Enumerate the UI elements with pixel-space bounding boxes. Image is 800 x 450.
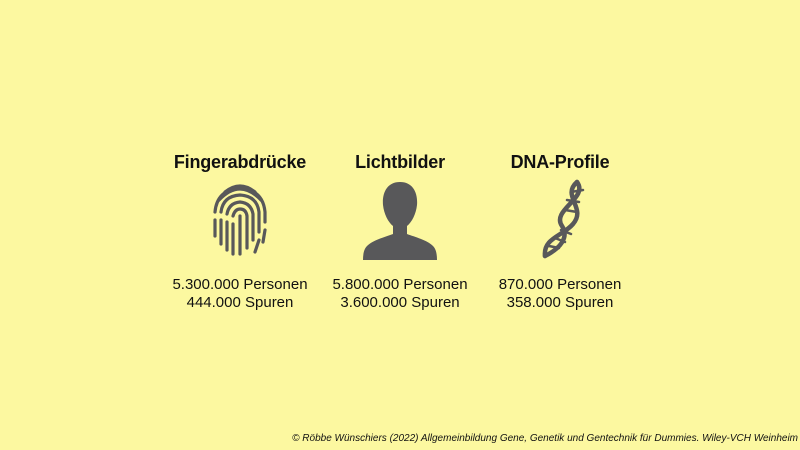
fingerprints-traces: 444.000 Spuren <box>186 294 294 311</box>
dna-persons: 870.000 Personen <box>498 276 622 293</box>
dna-column: DNA-Profile 870.000 Personen 358.000 Spu… <box>470 150 650 311</box>
photos-column: Lichtbilder 5.800.000 Personen 3.600.000… <box>310 150 490 311</box>
fingerprints-stats: 5.300.000 Personen 444.000 Spuren <box>150 276 330 312</box>
fingerprints-heading: Fingerabdrücke <box>173 152 307 172</box>
fingerprints-persons: 5.300.000 Personen <box>172 276 308 293</box>
photos-heading: Lichtbilder <box>355 152 445 172</box>
fingerprint-icon <box>195 176 285 260</box>
photos-persons: 5.800.000 Personen <box>332 276 468 293</box>
dna-traces: 358.000 Spuren <box>506 294 614 311</box>
person-silhouette-icon <box>355 176 445 260</box>
photos-stats: 5.800.000 Personen 3.600.000 Spuren <box>310 276 490 312</box>
copyright-footer: © Röbbe Wünschiers (2022) Allgemeinbildu… <box>292 433 798 444</box>
photos-traces: 3.600.000 Spuren <box>340 294 460 311</box>
dna-heading: DNA-Profile <box>510 152 610 172</box>
fingerprints-column: Fingerabdrücke 5.300.000 Personen 444.00… <box>150 150 330 311</box>
dna-stats: 870.000 Personen 358.000 Spuren <box>470 276 650 312</box>
dna-icon <box>515 176 605 260</box>
